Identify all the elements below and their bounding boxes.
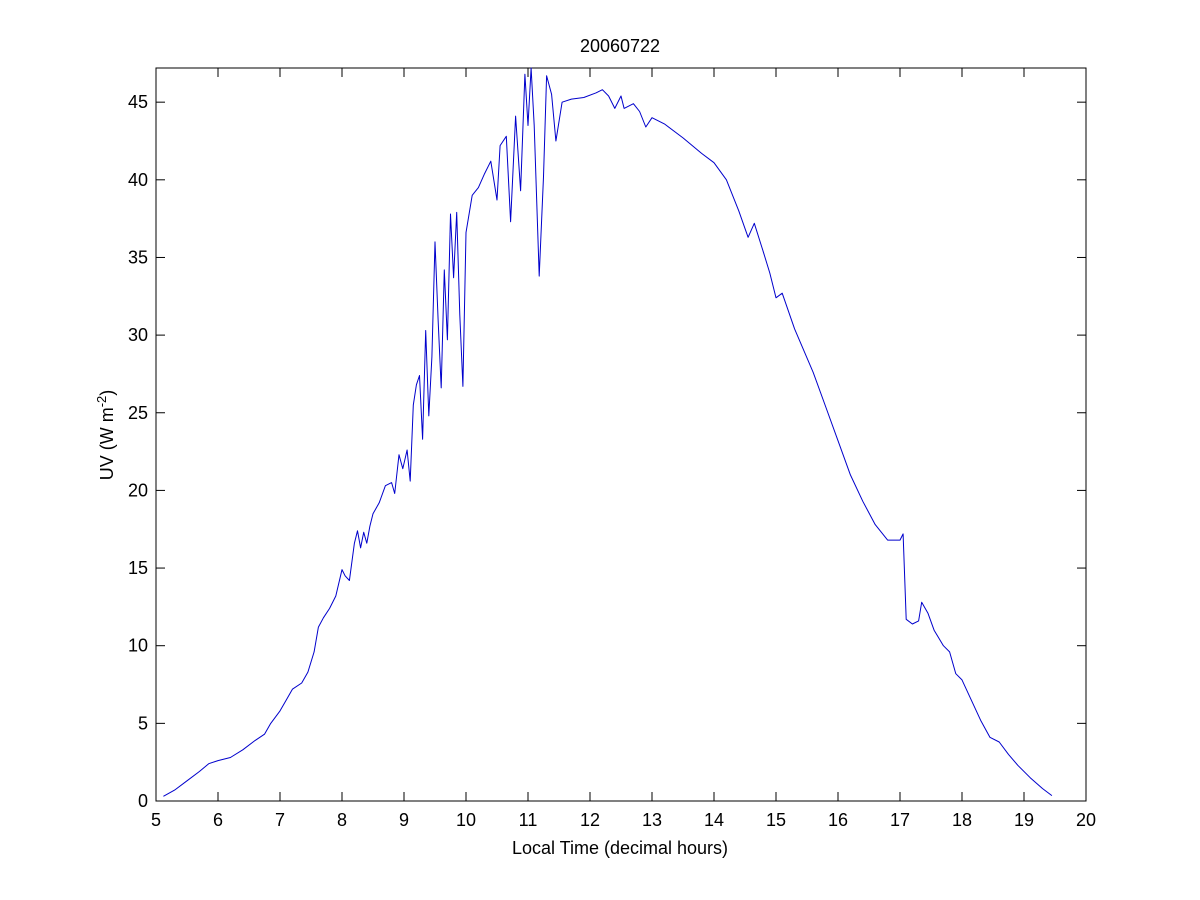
y-tick-label: 0 [138, 791, 148, 811]
y-tick-label: 20 [128, 480, 148, 500]
y-tick-label: 40 [128, 170, 148, 190]
y-tick-label: 5 [138, 713, 148, 733]
x-tick-label: 20 [1076, 810, 1096, 830]
y-tick-label: 45 [128, 92, 148, 112]
y-tick-label: 30 [128, 325, 148, 345]
x-axis: 5 6 7 8 9 10 11 12 13 14 15 16 17 18 19 20 [151, 68, 1096, 830]
x-tick-label: 5 [151, 810, 161, 830]
x-tick-label: 19 [1014, 810, 1034, 830]
x-tick-label: 10 [456, 810, 476, 830]
x-tick-label: 7 [275, 810, 285, 830]
chart-title: 20060722 [580, 36, 660, 56]
y-tick-label: 15 [128, 558, 148, 578]
x-tick-label: 8 [337, 810, 347, 830]
data-series [163, 67, 1053, 797]
x-tick-label: 18 [952, 810, 972, 830]
y-axis-label-close: ) [97, 390, 117, 396]
plot-area [155, 67, 1087, 802]
x-tick-label: 15 [766, 810, 786, 830]
x-tick-label: 11 [519, 810, 538, 830]
y-axis-label-main: UV (W m [97, 407, 117, 480]
uv-series-line [163, 67, 1053, 797]
x-tick-label: 13 [642, 810, 662, 830]
y-tick-label: 35 [128, 247, 148, 267]
x-tick-label: 17 [890, 810, 910, 830]
x-tick-label: 6 [213, 810, 223, 830]
x-tick-label: 14 [704, 810, 724, 830]
y-tick-label: 25 [128, 403, 148, 423]
x-tick-label: 12 [580, 810, 600, 830]
y-axis-label: UV (W m-2) [94, 390, 117, 481]
y-axis-label-exponent: -2 [94, 396, 109, 408]
y-tick-label: 10 [128, 636, 148, 656]
x-tick-label: 16 [828, 810, 848, 830]
y-axis: 0 5 10 15 20 25 30 35 40 45 [128, 92, 1086, 811]
x-tick-label: 9 [399, 810, 409, 830]
x-axis-label: Local Time (decimal hours) [512, 838, 728, 858]
